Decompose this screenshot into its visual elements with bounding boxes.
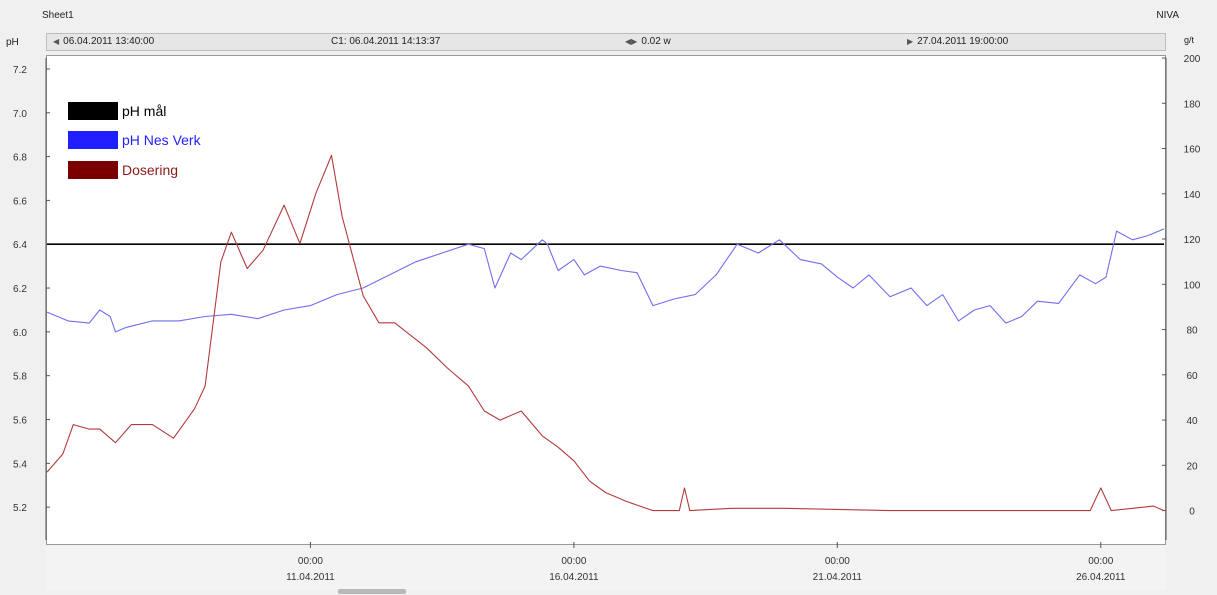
zoom-control[interactable]: ◀▶ 0.02 w <box>625 36 671 47</box>
sheet-name: Sheet1 <box>42 10 74 21</box>
horizontal-scrollbar[interactable] <box>338 589 406 594</box>
left-axis-unit: pH <box>6 37 19 48</box>
right-tick-label: 120 <box>1184 235 1201 246</box>
series-line-dosering <box>46 154 1165 512</box>
left-tick-label: 6.4 <box>13 240 27 251</box>
x-axis-strip <box>46 545 1166 590</box>
end-time-control[interactable]: ▶ 27.04.2011 19:00:00 <box>907 36 1008 47</box>
legend-label-ph-target: pH mål <box>122 103 167 119</box>
x-tick-date: 21.04.2011 <box>813 572 863 583</box>
series-line-ph-nes-verk <box>46 228 1165 333</box>
x-tick-time: 00:00 <box>1088 556 1113 567</box>
left-tick-label: 5.8 <box>13 372 27 383</box>
cursor-readout: C1: 06.04.2011 14:13:37 <box>331 36 441 47</box>
x-tick-time: 00:00 <box>298 556 323 567</box>
legend-label-ph-nes-verk: pH Nes Verk <box>122 132 201 148</box>
right-tick-label: 160 <box>1184 145 1201 156</box>
right-tick-label: 40 <box>1186 416 1198 427</box>
scroll-left-icon[interactable]: ◀ <box>53 37 60 46</box>
time-toolbar: ◀ 06.04.2011 13:40:00 C1: 06.04.2011 14:1… <box>46 33 1166 51</box>
start-time: 06.04.2011 13:40:00 <box>63 36 155 47</box>
right-tick-label: 100 <box>1184 280 1201 291</box>
left-tick-label: 6.2 <box>13 284 27 295</box>
right-tick-label: 140 <box>1184 190 1201 201</box>
left-tick-label: 7.0 <box>13 109 27 120</box>
legend-swatch-ph-target <box>68 102 118 120</box>
x-tick-time: 00:00 <box>825 556 850 567</box>
legend-label-dosering: Dosering <box>122 162 179 178</box>
right-tick-label: 200 <box>1184 54 1201 65</box>
legend-swatch-dosering <box>68 161 118 179</box>
app-name: NIVA <box>1156 10 1179 21</box>
x-tick-date: 26.04.2011 <box>1076 572 1126 583</box>
x-tick-time: 00:00 <box>561 556 586 567</box>
zoom-arrows-icon[interactable]: ◀▶ <box>625 37 638 46</box>
right-tick-label: 180 <box>1184 99 1201 110</box>
right-tick-label: 80 <box>1186 326 1198 337</box>
end-time: 27.04.2011 19:00:00 <box>917 36 1009 47</box>
right-tick-label: 60 <box>1186 371 1198 382</box>
right-axis-unit: g/t <box>1184 35 1195 45</box>
legend-swatch-ph-nes-verk <box>68 131 118 149</box>
start-time-control[interactable]: ◀ 06.04.2011 13:40:00 <box>53 36 154 47</box>
left-tick-label: 6.0 <box>13 328 27 339</box>
scroll-right-icon[interactable]: ▶ <box>907 37 914 46</box>
left-tick-label: 5.2 <box>13 503 27 514</box>
plot-area[interactable] <box>46 55 1166 545</box>
right-tick-label: 0 <box>1189 507 1195 518</box>
left-tick-label: 6.8 <box>13 153 27 164</box>
x-tick-date: 16.04.2011 <box>549 572 599 583</box>
left-tick-label: 5.4 <box>13 459 27 470</box>
x-tick-date: 11.04.2011 <box>286 572 335 583</box>
left-tick-label: 5.6 <box>13 416 27 427</box>
right-tick-label: 20 <box>1186 461 1198 472</box>
left-tick-label: 7.2 <box>13 65 27 76</box>
zoom-value: 0.02 w <box>641 36 671 47</box>
left-tick-label: 6.6 <box>13 196 27 207</box>
